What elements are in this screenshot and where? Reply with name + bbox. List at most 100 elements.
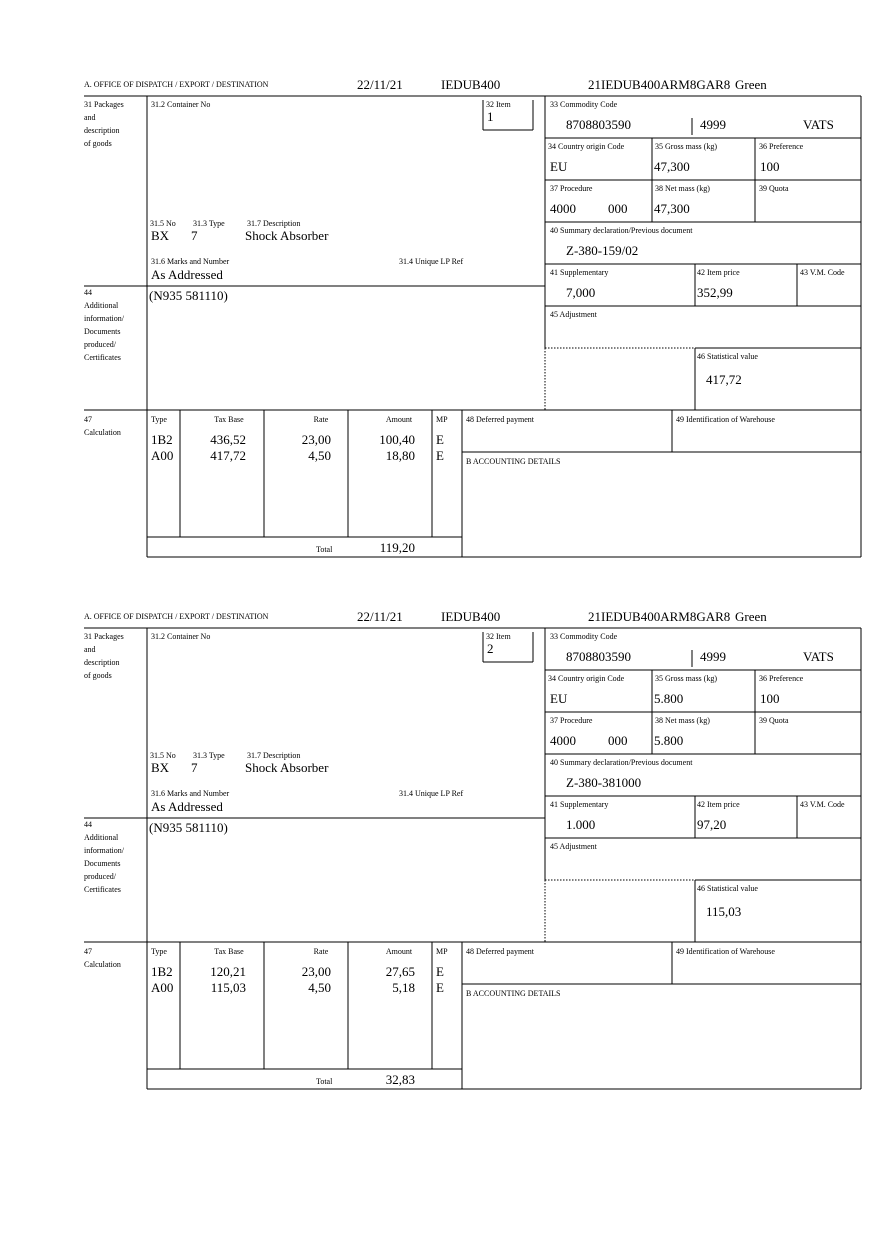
box-label: 31.2 Container No	[151, 100, 210, 109]
box-label: 44	[84, 820, 92, 829]
box-label: 34 Country origin Code	[548, 674, 625, 683]
table-header: Rate	[314, 947, 329, 956]
box-label: 41 Supplementary	[550, 268, 608, 277]
box-label: 40 Summary declaration/Previous document	[550, 226, 693, 235]
country-origin: EU	[550, 691, 568, 706]
header-office: IEDUB400	[441, 77, 500, 92]
item: 2	[487, 641, 494, 656]
box-label: description	[84, 658, 120, 667]
box-label: 35 Gross mass (kg)	[655, 674, 717, 683]
box-label: 33 Commodity Code	[550, 632, 618, 641]
table-cell: 18,80	[386, 448, 415, 463]
box-label: 39 Quota	[759, 716, 789, 725]
item-price: 352,99	[697, 285, 733, 300]
table-header: MP	[436, 415, 448, 424]
box-label: 37 Procedure	[550, 716, 593, 725]
gross-mass: 5.800	[654, 691, 683, 706]
description: Shock Absorber	[245, 228, 329, 243]
box-label: 31 Packages	[84, 100, 124, 109]
box-label: B ACCOUNTING DETAILS	[466, 457, 560, 466]
box-label: 45 Adjustment	[550, 842, 598, 851]
statistical-value: 115,03	[706, 904, 741, 919]
table-header: Amount	[386, 415, 413, 424]
box-label: 31.7 Description	[247, 219, 300, 228]
box-label: 31.5 No	[150, 751, 176, 760]
box-label: 43 V.M. Code	[800, 800, 845, 809]
box-label: produced/	[84, 872, 117, 881]
header-label: A. OFFICE OF DISPATCH / EXPORT / DESTINA…	[84, 612, 269, 621]
box-label: 48 Deferred payment	[466, 415, 535, 424]
box-label: 49 Identification of Warehouse	[676, 947, 775, 956]
table-cell: E	[436, 432, 444, 447]
procedure-extra: 000	[608, 733, 628, 748]
box-label: 31.3 Type	[193, 751, 225, 760]
table-cell: 115,03	[211, 980, 246, 995]
box-label: 48 Deferred payment	[466, 947, 535, 956]
table-cell: 27,65	[386, 964, 415, 979]
box-label: Additional	[84, 833, 119, 842]
box-label: 31.4 Unique LP Ref	[399, 789, 463, 798]
box-label: Documents	[84, 327, 120, 336]
supplementary: 1.000	[566, 817, 595, 832]
box-label: 47	[84, 415, 92, 424]
box-label: 32 Item	[486, 100, 511, 109]
box-label: description	[84, 126, 120, 135]
table-header: Amount	[386, 947, 413, 956]
supplementary: 7,000	[566, 285, 595, 300]
box-label: 31.6 Marks and Number	[151, 257, 230, 266]
box-label: 38 Net mass (kg)	[655, 184, 710, 193]
commodity-extra: 4999	[700, 117, 726, 132]
box-label: Certificates	[84, 353, 121, 362]
packages-no: BX	[151, 228, 170, 243]
box-label: 31.4 Unique LP Ref	[399, 257, 463, 266]
box-label: 39 Quota	[759, 184, 789, 193]
procedure-extra: 000	[608, 201, 628, 216]
box-label: 33 Commodity Code	[550, 100, 618, 109]
box-label: 34 Country origin Code	[548, 142, 625, 151]
box-label: Certificates	[84, 885, 121, 894]
box-label: 36 Preference	[759, 674, 804, 683]
total-label: Total	[316, 1077, 333, 1086]
previous-document: Z-380-159/02	[566, 243, 638, 258]
table-cell: A00	[151, 448, 173, 463]
item-price: 97,20	[697, 817, 726, 832]
table-cell: 1B2	[151, 432, 173, 447]
net-mass: 5.800	[654, 733, 683, 748]
box-label: 40 Summary declaration/Previous document	[550, 758, 693, 767]
box-label: information/	[84, 846, 125, 855]
box-label: and	[84, 113, 96, 122]
table-cell: E	[436, 964, 444, 979]
commodity-vat: VATS	[803, 117, 834, 132]
box-label: 31.5 No	[150, 219, 176, 228]
table-cell: 120,21	[210, 964, 246, 979]
total-value: 119,20	[380, 540, 415, 555]
box-label: and	[84, 645, 96, 654]
header-reference: 21IEDUB400ARM8GAR8	[588, 609, 730, 624]
header-date: 22/11/21	[357, 77, 403, 92]
table-header: Tax Base	[214, 415, 244, 424]
header-label: A. OFFICE OF DISPATCH / EXPORT / DESTINA…	[84, 80, 269, 89]
table-cell: 23,00	[302, 432, 331, 447]
box-label: 42 Item price	[697, 800, 740, 809]
header-date: 22/11/21	[357, 609, 403, 624]
table-cell: 4,50	[308, 980, 331, 995]
box-label: Calculation	[84, 428, 121, 437]
table-cell: 417,72	[210, 448, 246, 463]
packages-no: BX	[151, 760, 170, 775]
box-label: Documents	[84, 859, 120, 868]
box-label: 41 Supplementary	[550, 800, 608, 809]
box-label: of goods	[84, 671, 112, 680]
box-label: 32 Item	[486, 632, 511, 641]
statistical-value: 417,72	[706, 372, 742, 387]
box-label: Additional	[84, 301, 119, 310]
table-cell: 436,52	[210, 432, 246, 447]
box-label: 43 V.M. Code	[800, 268, 845, 277]
table-header: Tax Base	[214, 947, 244, 956]
box-label: B ACCOUNTING DETAILS	[466, 989, 560, 998]
marks: As Addressed	[151, 799, 223, 814]
net-mass: 47,300	[654, 201, 690, 216]
table-cell: 5,18	[392, 980, 415, 995]
box-label: 38 Net mass (kg)	[655, 716, 710, 725]
gross-mass: 47,300	[654, 159, 690, 174]
